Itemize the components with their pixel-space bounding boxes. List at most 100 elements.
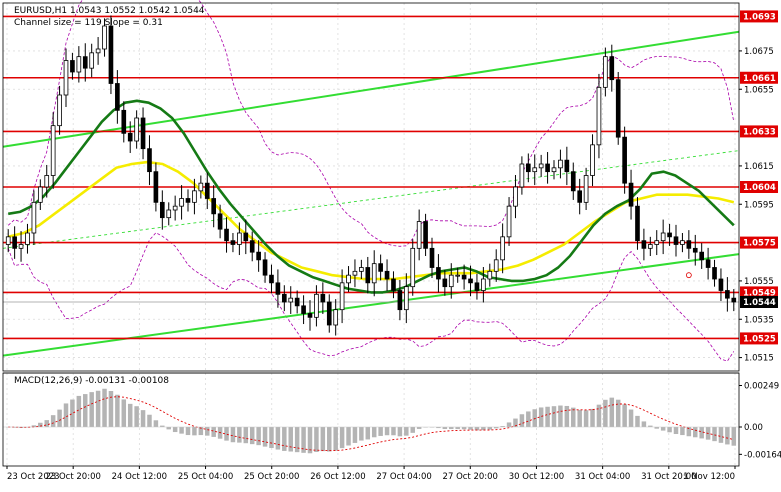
candle	[25, 223, 30, 254]
time-axis-label: 23 Oct 2023	[7, 472, 60, 482]
candle	[256, 240, 261, 272]
candle-body	[570, 171, 576, 192]
candle	[391, 271, 396, 299]
macd-histogram-bar	[609, 397, 615, 427]
macd-histogram-bar	[89, 392, 94, 427]
candle-body	[525, 163, 531, 173]
macd-histogram-bar	[455, 427, 460, 430]
candle-body	[147, 148, 152, 173]
macd-histogram-bar	[564, 405, 570, 427]
candle	[519, 156, 525, 195]
price-axis: 0.00249 0.00 -0.00164 1.0675 1.0655 1.0615 1.0…	[739, 10, 781, 460]
price-level-tag-text: 1.0661	[743, 74, 776, 84]
candle	[262, 252, 268, 283]
candle-body	[416, 221, 422, 249]
macd-histogram-bar	[481, 427, 486, 431]
macd-histogram-bar	[307, 427, 313, 454]
macd-histogram-bar	[571, 407, 576, 427]
price-level-tag	[740, 236, 778, 249]
candle	[673, 224, 679, 257]
price-pane-border	[2, 2, 740, 372]
price-axis-label: 1.0655	[744, 85, 774, 95]
candle-body	[359, 267, 364, 272]
candle	[731, 289, 737, 312]
price-level-tag-text: 1.0604	[743, 183, 776, 193]
candle	[686, 230, 692, 259]
macd-histogram-bar	[718, 427, 724, 443]
candle	[371, 250, 377, 297]
candle-body	[256, 251, 261, 261]
channel-middle-line	[2, 150, 740, 249]
price-level-tag-text: 1.0575	[743, 239, 776, 249]
candle	[44, 164, 50, 198]
candle	[89, 43, 95, 78]
price-level-tag-text: 1.0549	[743, 288, 776, 298]
price-axis-label: 1.0535	[744, 315, 774, 325]
candle-body	[127, 132, 133, 142]
candle-body	[429, 247, 435, 268]
price-axis-label: 1.0555	[744, 277, 774, 287]
macd-histogram-bar	[365, 427, 371, 440]
candle-body	[564, 159, 570, 173]
candlesticks	[5, 15, 737, 336]
time-axis-label: 25 Oct 20:00	[244, 472, 299, 482]
candle-body	[346, 274, 351, 284]
candle	[320, 282, 326, 314]
candle	[5, 229, 11, 253]
candle-body	[481, 278, 486, 291]
candle	[359, 259, 364, 279]
candle	[513, 175, 518, 219]
price-axis-label: 1.0515	[744, 354, 774, 364]
macd-histogram-bar	[320, 427, 326, 452]
candle-body	[224, 228, 229, 242]
candle	[590, 134, 595, 187]
candle-body	[204, 182, 210, 199]
candle	[692, 234, 698, 266]
macd-histogram-bar	[500, 426, 505, 427]
candle	[275, 269, 281, 308]
macd-histogram-bar	[275, 427, 281, 450]
macd-histogram-bar	[667, 427, 672, 433]
current-price-tag	[740, 296, 778, 308]
candle-body	[57, 94, 62, 127]
candle-body	[712, 267, 717, 280]
candle	[538, 154, 544, 177]
macd-histogram-bar	[127, 403, 133, 427]
candle	[628, 169, 634, 220]
macd-histogram-bar	[384, 427, 390, 436]
candle-body	[647, 244, 653, 249]
candle-body	[339, 282, 345, 311]
candle-body	[70, 60, 75, 73]
macd-histogram-bar	[346, 427, 351, 446]
candle	[397, 279, 403, 321]
candle-body	[288, 297, 294, 303]
candle-body	[89, 52, 95, 69]
macd-histogram-bar	[583, 410, 589, 427]
macd-histogram-bar	[532, 409, 537, 427]
candle-body	[468, 278, 473, 284]
candle	[333, 299, 339, 336]
price-axis-label: 1.0615	[744, 162, 774, 172]
macd-histogram-bar	[333, 427, 338, 451]
macd-histogram-bar	[442, 427, 448, 430]
macd-histogram-bar	[628, 409, 634, 427]
candle	[230, 233, 236, 253]
candle-body	[121, 109, 127, 134]
candle	[339, 269, 345, 324]
candle	[57, 85, 62, 135]
candle	[352, 259, 358, 288]
price-level-tag-text: 1.0525	[743, 334, 776, 344]
candle-body	[667, 232, 672, 238]
macd-histogram-bar	[693, 427, 698, 438]
price-level-tag	[740, 71, 778, 84]
candle	[31, 190, 37, 245]
candle-body	[583, 175, 589, 203]
macd-histogram-bar	[198, 427, 204, 436]
time-axis-label: 26 Oct 12:00	[310, 472, 365, 482]
candle	[326, 294, 332, 333]
macd-histogram-bar	[359, 427, 364, 441]
macd-histogram-bar	[615, 399, 621, 427]
macd-histogram-bar	[577, 409, 582, 427]
